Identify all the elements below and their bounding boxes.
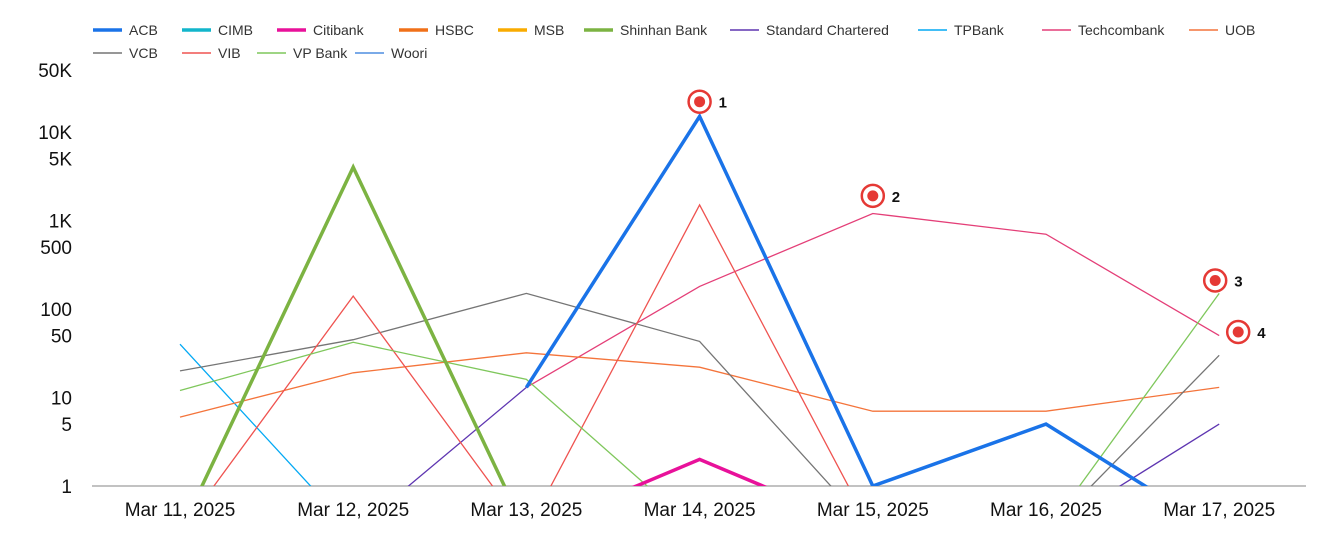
legend-label: UOB — [1225, 22, 1255, 38]
marker-dot — [1209, 274, 1221, 286]
legend-item-standard-chartered[interactable]: Standard Chartered — [730, 22, 889, 38]
legend-label: HSBC — [435, 22, 474, 38]
x-tick-label: Mar 13, 2025 — [470, 500, 582, 521]
annotation-marker-3[interactable]: 3 — [1202, 268, 1243, 293]
annotation-label: 1 — [719, 95, 727, 112]
series-line-uob[interactable] — [179, 352, 1220, 418]
legend-item-citibank[interactable]: Citibank — [277, 22, 365, 38]
legend-label: Woori — [391, 45, 427, 61]
y-tick-label: 100 — [40, 300, 72, 321]
legend-label: VP Bank — [293, 45, 348, 61]
legend-label: TPBank — [954, 22, 1005, 38]
marker-dot — [1232, 326, 1244, 338]
y-tick-label: 10 — [51, 389, 72, 410]
y-tick-label: 10K — [38, 123, 72, 144]
marker-dot — [694, 96, 706, 108]
x-tick-label: Mar 12, 2025 — [297, 500, 409, 521]
x-tick-label: Mar 11, 2025 — [125, 500, 236, 521]
legend-item-hsbc[interactable]: HSBC — [399, 22, 474, 38]
series-line-vp-bank[interactable] — [1046, 293, 1220, 532]
legend-item-cimb[interactable]: CIMB — [182, 22, 253, 38]
y-tick-label: 50K — [38, 61, 72, 82]
series-line-vcb[interactable] — [179, 292, 1220, 532]
legend-item-techcombank[interactable]: Techcombank — [1042, 22, 1165, 38]
legend-label: Citibank — [313, 22, 365, 38]
annotation-layer: 1 2 3 4 — [687, 89, 1266, 345]
legend-item-shinhan-bank[interactable]: Shinhan Bank — [584, 22, 708, 38]
x-tick-label: Mar 14, 2025 — [644, 500, 756, 521]
legend-item-vp-bank[interactable]: VP Bank — [257, 45, 348, 61]
y-tick-label: 50 — [51, 327, 72, 348]
x-axis: Mar 11, 2025 Mar 12, 2025 Mar 13, 2025 Mar … — [92, 485, 1306, 521]
x-tick-label: Mar 15, 2025 — [817, 500, 929, 521]
series-line-shinhan-bank[interactable] — [180, 163, 526, 532]
series-line-standard-chartered[interactable] — [353, 386, 527, 532]
legend-label: MSB — [534, 22, 564, 38]
legend-item-woori[interactable]: Woori — [355, 45, 427, 61]
legend-item-acb[interactable]: ACB — [93, 22, 158, 38]
annotation-label: 3 — [1234, 273, 1242, 290]
legend-label: VCB — [129, 45, 158, 61]
y-tick-label: 5K — [49, 150, 73, 171]
legend-label: Shinhan Bank — [620, 22, 708, 38]
series-line-tpbank[interactable] — [179, 343, 353, 532]
y-tick-label: 5 — [61, 415, 72, 436]
legend-item-tpbank[interactable]: TPBank — [918, 22, 1005, 38]
legend-item-vib[interactable]: VIB — [182, 45, 241, 61]
series-line-techcombank[interactable] — [526, 212, 1220, 388]
legend-item-vcb[interactable]: VCB — [93, 45, 158, 61]
annotation-marker-4[interactable]: 4 — [1225, 319, 1266, 345]
legend-label: Standard Chartered — [766, 22, 889, 38]
series-line-vp-bank[interactable] — [179, 341, 700, 532]
y-tick-label: 1K — [49, 212, 73, 233]
annotation-marker-2[interactable]: 2 — [860, 183, 900, 209]
y-axis: 1 5 10 50 100 500 1K 5K 10K 50K — [38, 61, 72, 498]
series-layer — [179, 112, 1220, 532]
legend-item-msb[interactable]: MSB — [498, 22, 564, 38]
x-tick-label: Mar 16, 2025 — [990, 500, 1102, 521]
legend-label: Techcombank — [1078, 22, 1165, 38]
annotation-label: 2 — [892, 189, 900, 206]
legend-label: ACB — [129, 22, 158, 38]
marker-dot — [867, 190, 879, 202]
y-tick-label: 1 — [61, 477, 72, 498]
annotation-marker-1[interactable]: 1 — [687, 89, 727, 114]
legend-label: CIMB — [218, 22, 253, 38]
chart-legend: ACB CIMB Citibank HSBC MSB Shinhan Bank Standa… — [93, 22, 1255, 61]
y-tick-label: 500 — [40, 238, 72, 259]
series-line-citibank[interactable] — [526, 457, 872, 532]
legend-label: VIB — [218, 45, 241, 61]
series-line-acb[interactable] — [524, 112, 1219, 532]
annotation-label: 4 — [1257, 325, 1266, 342]
legend-item-uob[interactable]: UOB — [1189, 22, 1255, 38]
series-line-vib[interactable] — [180, 203, 873, 532]
x-tick-label: Mar 17, 2025 — [1163, 500, 1275, 521]
